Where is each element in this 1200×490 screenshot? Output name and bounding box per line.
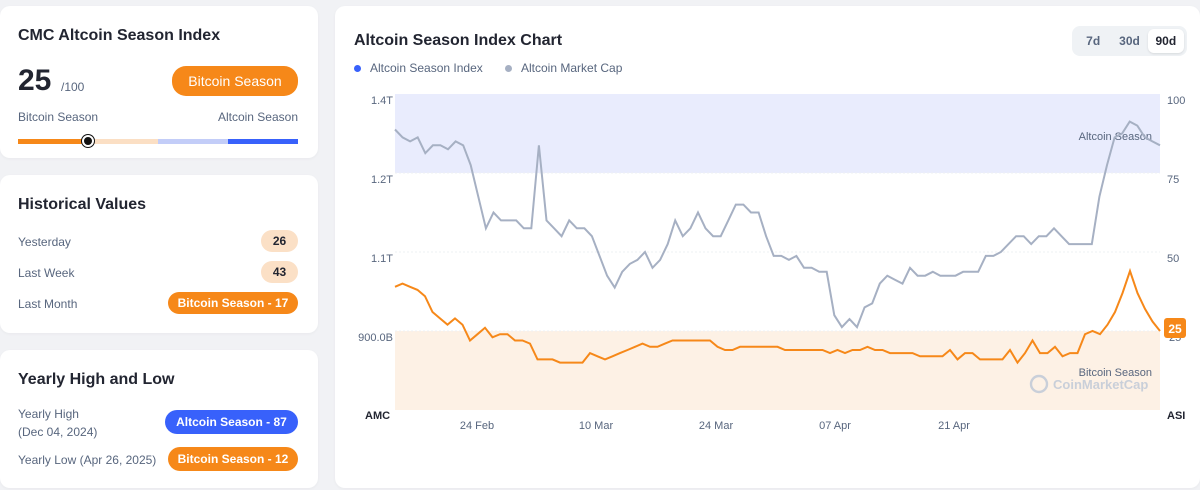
current-value-badge-bg <box>1164 318 1186 338</box>
season-status-badge: Bitcoin Season <box>172 66 298 96</box>
season-gauge <box>18 139 298 144</box>
left-tick-1.2T: 1.2T <box>371 174 393 186</box>
time-range-switch: 7d 30d 90d <box>1072 26 1187 56</box>
historical-values-card: Historical Values Yesterday 26 Last Week… <box>0 175 318 333</box>
yearly-title: Yearly High and Low <box>18 371 175 388</box>
coinmarketcap-logo-icon <box>1029 374 1049 394</box>
yearly-high-label: Yearly High <box>18 407 79 421</box>
series-line-altcoin-season-index <box>394 267 1161 365</box>
history-yesterday-label: Yesterday <box>18 235 71 249</box>
chart-title: Altcoin Season Index Chart <box>354 32 563 49</box>
altcoin-season-chart-card: Altcoin Season Index Chart 7d 30d 90d Al… <box>335 6 1200 488</box>
left-tick-1.1T: 1.1T <box>371 253 393 265</box>
yearly-low-label: Yearly Low (Apr 26, 2025) <box>18 453 157 467</box>
range-30d-button[interactable]: 30d <box>1119 34 1140 48</box>
yearly-high-low-card: Yearly High and Low Yearly High (Dec 04,… <box>0 350 318 488</box>
current-value-badge: 25 <box>1168 322 1182 336</box>
yearly-low-value: Bitcoin Season - 12 <box>168 447 298 471</box>
yearly-high-value: Altcoin Season - 87 <box>165 410 298 434</box>
historical-title: Historical Values <box>18 196 147 213</box>
altcoin-season-zone <box>395 94 1160 173</box>
x-tick-07-apr: 07 Apr <box>819 420 851 432</box>
gauge-marker <box>82 135 94 147</box>
history-last-month-value: Bitcoin Season - 17 <box>168 292 298 314</box>
legend-asi-label: Altcoin Season Index <box>370 61 483 75</box>
index-max: /100 <box>61 80 85 94</box>
legend-dot-gray <box>505 64 512 72</box>
legend-dot-blue <box>354 64 361 72</box>
left-axis-name: AMC <box>365 410 390 422</box>
index-card-title: CMC Altcoin Season Index <box>18 27 221 44</box>
history-last-week-label: Last Week <box>18 266 75 280</box>
right-tick-75: 75 <box>1167 174 1179 186</box>
right-tick-50: 50 <box>1167 253 1179 265</box>
history-last-week-value: 43 <box>261 261 298 283</box>
legend-altcoin-season-index[interactable]: Altcoin Season Index <box>354 61 483 75</box>
right-axis-name: ASI <box>1167 410 1185 422</box>
x-tick-10-mar: 10 Mar <box>579 420 614 432</box>
gauge-segment-altcoin <box>228 139 298 144</box>
history-last-month-label: Last Month <box>18 297 78 311</box>
index-value: 25 <box>18 64 52 97</box>
series-line-altcoin-market-cap <box>394 120 1161 329</box>
range-90d-button[interactable]: 90d <box>1147 29 1184 53</box>
left-tick-1.4T: 1.4T <box>371 95 393 107</box>
gauge-segment-neutral-alt <box>158 139 228 144</box>
gauge-right-label: Altcoin Season <box>217 110 298 124</box>
x-tick-21-apr: 21 Apr <box>938 420 970 432</box>
coinmarketcap-watermark: CoinMarketCap <box>1029 374 1148 394</box>
range-7d-button[interactable]: 7d <box>1086 34 1101 48</box>
x-tick-24-mar: 24 Mar <box>699 420 734 432</box>
gauge-left-label: Bitcoin Season <box>18 110 99 124</box>
legend-altcoin-market-cap[interactable]: Altcoin Market Cap <box>505 61 622 75</box>
bitcoin-season-zone <box>395 331 1160 410</box>
watermark-text: CoinMarketCap <box>1053 377 1148 392</box>
yearly-high-date: (Dec 04, 2024) <box>18 425 98 439</box>
legend-amc-label: Altcoin Market Cap <box>521 61 623 75</box>
left-tick-900B: 900.0B <box>358 332 393 344</box>
altcoin-season-index-card: CMC Altcoin Season Index 25 /100 Bitcoin… <box>0 6 318 158</box>
gauge-segment-neutral-btc <box>88 139 158 144</box>
gauge-segment-bitcoin <box>18 139 88 144</box>
x-tick-24-feb: 24 Feb <box>460 420 494 432</box>
history-yesterday-value: 26 <box>261 230 298 252</box>
zone-bitcoin-season-label: Bitcoin Season <box>1079 367 1152 379</box>
right-tick-100: 100 <box>1167 95 1185 107</box>
chart-plot[interactable]: Altcoin Season Bitcoin Season CoinMarket… <box>335 6 1200 488</box>
